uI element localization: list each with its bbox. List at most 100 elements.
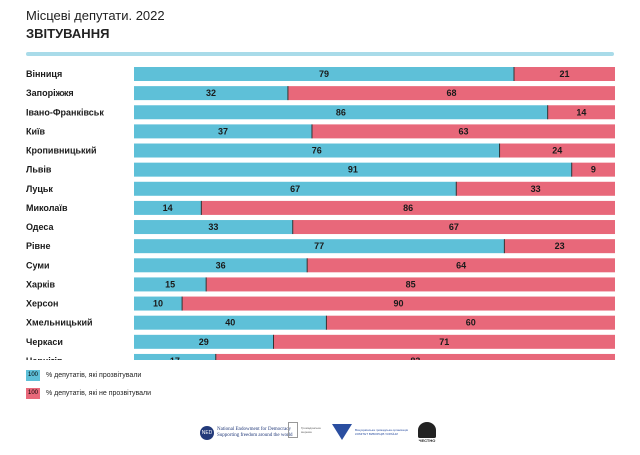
data-label: 37 (218, 126, 228, 136)
data-label: 29 (199, 337, 209, 347)
data-label: 90 (394, 299, 404, 309)
data-label: 14 (163, 203, 173, 213)
chesno-logo: ЧЕСТНО (418, 422, 436, 443)
bar-segment-not-reported (206, 277, 615, 292)
category-label: Чернігів (26, 356, 63, 360)
bar-row: Херсон 10 90 (26, 296, 615, 311)
data-label: 15 (165, 279, 175, 289)
bar-segment-not-reported (504, 239, 615, 254)
bar-segment-reported (134, 315, 327, 330)
data-label: 21 (559, 69, 569, 79)
data-label: 86 (336, 107, 346, 117)
ned-badge-icon: NED (200, 426, 214, 440)
data-label: 33 (531, 184, 541, 194)
bar-chart: Вінниця 79 21 Запоріжжя 32 68 Івано-Франківськ… (26, 67, 615, 360)
data-label: 63 (458, 126, 468, 136)
chesno-logo-icon (418, 422, 436, 438)
bar-segment-not-reported (292, 220, 615, 235)
data-label: 71 (439, 337, 449, 347)
bar-segment-reported (134, 353, 216, 360)
bar-segment-reported (134, 162, 572, 177)
header-divider (26, 52, 614, 56)
data-label: 86 (403, 203, 413, 213)
chart-subtitle: ЗВІТУВАННЯ (26, 26, 110, 41)
bar-row: Луцьк 67 33 (26, 181, 615, 196)
data-label: 14 (576, 107, 586, 117)
data-label: 9 (591, 165, 596, 175)
bar-row: Кропивницький 76 24 (26, 143, 615, 158)
bar-segment-not-reported (182, 296, 615, 311)
ned-name: National Endowment for Democracy (217, 427, 292, 432)
category-label: Луцьк (26, 184, 53, 194)
chesno-logo-text: ЧЕСТНО (418, 438, 436, 443)
bar-segment-not-reported (547, 105, 615, 120)
data-label: 77 (314, 241, 324, 251)
bar-row: Запоріжжя 32 68 (26, 86, 615, 101)
category-label: Херсон (26, 299, 58, 309)
ned-tagline: Supporting freedom around the world (217, 433, 293, 438)
bar-segment-not-reported (307, 258, 615, 273)
bar-segment-reported (134, 258, 308, 273)
bar-row: Суми 36 64 (26, 258, 615, 273)
data-label: 91 (348, 165, 358, 175)
bar-segment-not-reported (571, 162, 615, 177)
cvu-logo: Всеукраїнська громадська організація КОМ… (332, 424, 413, 440)
legend-label-reported: % депутатів, які прозвітували (46, 371, 142, 379)
category-label: Запоріжжя (26, 88, 74, 98)
bar-segment-reported (134, 296, 183, 311)
bar-segment-not-reported (326, 315, 615, 330)
category-label: Київ (26, 126, 46, 136)
category-label: Миколаїв (26, 203, 68, 213)
data-label: 36 (216, 260, 226, 270)
data-label: 67 (290, 184, 300, 194)
bar-row: Київ 37 63 (26, 124, 615, 139)
bar-row: Рівне 77 23 (26, 239, 615, 254)
data-label: 24 (552, 146, 562, 156)
bar-segment-reported (134, 200, 202, 215)
data-label: 33 (208, 222, 218, 232)
bar-segment-reported (134, 239, 505, 254)
bar-row: Хмельницький 40 60 (26, 315, 615, 330)
category-label: Суми (26, 260, 50, 270)
bar-segment-not-reported (215, 353, 615, 360)
data-label: 40 (225, 318, 235, 328)
data-label: 10 (153, 299, 163, 309)
cvu-logo-icon (332, 424, 352, 440)
data-label: 64 (456, 260, 466, 270)
cvu-logo-text: Всеукраїнська громадська організація КОМ… (355, 428, 408, 436)
chart-title: Місцеві депутати. 2022 (26, 8, 165, 23)
pv-logo-text: Громадянська мережа (301, 426, 321, 434)
bar-segment-not-reported (287, 86, 615, 101)
legend-swatch-reported: 100 (26, 369, 40, 381)
data-label: 68 (446, 88, 456, 98)
bar-segment-reported (134, 67, 514, 81)
bar-row: Харків 15 85 (26, 277, 615, 292)
pv-logo-icon (288, 422, 298, 438)
bar-segment-reported (134, 143, 500, 158)
bar-segment-reported (134, 181, 457, 196)
bar-segment-reported (134, 277, 207, 292)
category-label: Кропивницький (26, 146, 97, 156)
data-label: 85 (406, 279, 416, 289)
category-label: Вінниця (26, 69, 62, 79)
legend-item-reported: 100 % депутатів, які прозвітували (26, 368, 141, 382)
bar-segment-not-reported (456, 181, 615, 196)
category-label: Рівне (26, 241, 50, 251)
category-label: Черкаси (26, 337, 63, 347)
data-label: 32 (206, 88, 216, 98)
bar-row: Вінниця 79 21 (26, 67, 615, 81)
bar-segment-reported (134, 124, 312, 139)
bar-row: Івано-Франківськ 86 14 (26, 105, 615, 120)
category-label: Хмельницький (26, 318, 93, 328)
bar-segment-reported (134, 220, 293, 235)
ned-logo-text: National Endowment for Democracy Support… (217, 427, 293, 439)
legend-swatch-not-reported: 100 (26, 387, 40, 399)
legend-item-not-reported: 100 % депутатів, які не прозвітували (26, 386, 151, 400)
category-label: Львів (26, 165, 52, 175)
data-label: 17 (170, 356, 180, 360)
bar-segment-not-reported (201, 200, 615, 215)
data-label: 83 (410, 356, 420, 360)
bar-row: Миколаїв 14 86 (26, 200, 615, 215)
bar-segment-reported (134, 86, 288, 101)
bar-row: Одеса 33 67 (26, 220, 615, 235)
